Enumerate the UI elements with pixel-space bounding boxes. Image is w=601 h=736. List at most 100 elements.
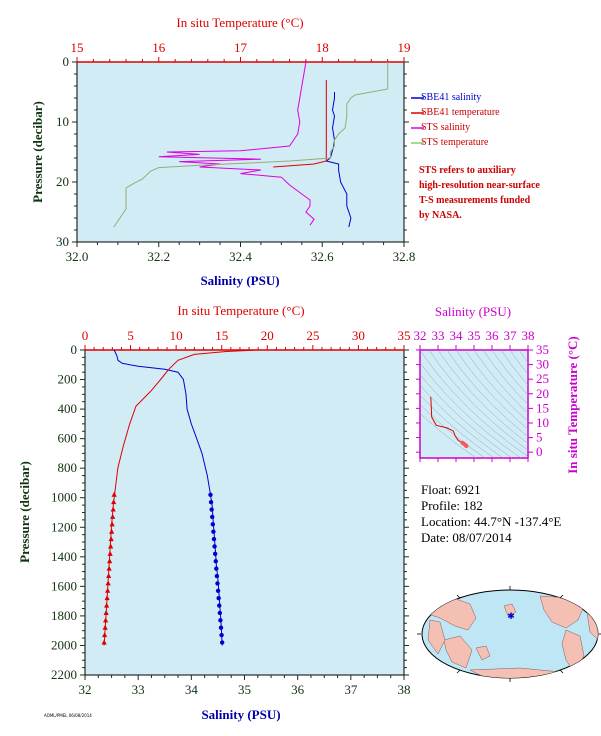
bottom-pressure-tick-label: 2200 (51, 667, 77, 682)
bottom-sal-tick-label: 36 (291, 682, 305, 697)
bottom-plot-area (84, 349, 405, 676)
ts-density-contour (473, 350, 528, 414)
ts-sal-tick-label: 35 (468, 328, 481, 343)
bottom-temperature-marker (110, 513, 116, 519)
ts-density-contour (420, 384, 504, 458)
top-sal-axis-title: Salinity (PSU) (200, 273, 279, 288)
bottom-salinity-marker (218, 625, 224, 630)
top-sal-tick-label: 32.4 (229, 249, 252, 264)
bottom-temperature-marker (102, 624, 108, 630)
ts-density-contour (455, 350, 528, 430)
top-temp-tick-label: 18 (316, 40, 329, 55)
ts-temp-tick-label: 15 (536, 400, 549, 415)
bottom-temp-axis-title: In situ Temperature (°C) (177, 303, 304, 318)
bottom-salinity-marker (215, 588, 221, 593)
top-temp-tick-label: 15 (71, 40, 84, 55)
bottom-temperature-marker (106, 565, 112, 571)
float-id: Float: 6921 (421, 482, 481, 497)
ts-density-contour (464, 350, 528, 422)
bottom-sal-tick-label: 33 (132, 682, 145, 697)
bottom-pressure-tick-label: 400 (58, 401, 78, 416)
top-sal-tick-label: 32.0 (66, 249, 89, 264)
bottom-sal-tick-label: 37 (344, 682, 358, 697)
bottom-salinity-marker (209, 507, 214, 512)
bottom-salinity-marker (210, 514, 215, 520)
ts-density-contour (446, 350, 528, 437)
ts-plot-area (419, 349, 529, 459)
sts-note-line: T-S measurements funded (419, 195, 531, 206)
bottom-salinity-marker (217, 610, 223, 616)
ts-density-contour (518, 350, 528, 364)
bottom-salinity-marker (214, 573, 220, 579)
bottom-pressure-tick-label: 1200 (51, 519, 77, 534)
ts-sal-tick-label: 38 (522, 328, 535, 343)
top-sal-tick-label: 32.2 (147, 249, 170, 264)
legend-label-sts-salinity: STS salinity (421, 122, 471, 133)
legend (411, 97, 424, 144)
sts-note: STS refers to auxiliary high-resolution … (419, 163, 589, 223)
footer-code: AOML/PMEL 06/08/2014 (44, 713, 92, 718)
bottom-temperature-marker (110, 506, 116, 512)
bottom-temp-tick-label: 0 (82, 328, 89, 343)
bottom-pressure-axis-title: Pressure (decibar) (17, 461, 32, 563)
bottom-temperature-marker (104, 602, 110, 608)
bottom-salinity-marker (211, 536, 217, 542)
ts-sal-tick-label: 36 (486, 328, 500, 343)
bottom-temperature-marker (111, 499, 117, 505)
top-temp-tick-label: 19 (398, 40, 411, 55)
bottom-pressure-tick-label: 1600 (51, 578, 77, 593)
sts-note-line: by NASA. (419, 210, 462, 221)
bottom-temperature-marker (103, 609, 109, 615)
bottom-temperature-marker (109, 528, 115, 534)
ts-density-contour (491, 350, 528, 396)
profile-number: Profile: 182 (421, 498, 483, 513)
bottom-temperature-marker (108, 536, 114, 542)
ts-profile-line (430, 396, 462, 443)
bottom-pressure-tick-label: 2000 (51, 637, 77, 652)
bottom-pressure-tick-label: 1800 (51, 608, 77, 623)
bottom-pressure-tick-label: 800 (58, 460, 78, 475)
bottom-temp-tick-label: 15 (215, 328, 228, 343)
bottom-salinity-marker (219, 632, 224, 638)
sts-note-line: STS refers to auxiliary (419, 165, 516, 176)
bottom-temperature-marker (105, 587, 111, 593)
bottom-sal-tick-label: 38 (398, 682, 411, 697)
bottom-salinity-marker (210, 522, 216, 527)
top-temp-tick-label: 17 (234, 40, 248, 55)
bottom-salinity-marker (219, 640, 225, 645)
bottom-salinity-marker (211, 529, 216, 534)
top-pressure-tick-label: 20 (56, 174, 69, 189)
bottom-temperature-marker (107, 550, 113, 556)
top-sal-tick-label: 32.8 (393, 249, 416, 264)
bottom-sal-tick-label: 34 (185, 682, 199, 697)
bottom-temperature-marker (109, 521, 115, 527)
top-line-sts-salinity (158, 61, 315, 226)
ts-temp-tick-label: 20 (536, 386, 549, 401)
ts-temp-tick-label: 5 (536, 430, 543, 445)
bottom-chart: 0 5 10 15 20 25 30 35 32 33 34 35 36 37 38 0 200 400 600 80… (17, 303, 411, 722)
bottom-salinity-marker (215, 581, 220, 586)
ts-sal-tick-label: 37 (504, 328, 518, 343)
ts-profile-line (460, 440, 469, 448)
bottom-salinity-marker (213, 559, 218, 564)
bottom-line-sbe41-salinity (113, 349, 223, 646)
legend-label-sts-temperature: STS temperature (421, 137, 489, 148)
bottom-salinity-marker (214, 566, 219, 571)
legend-label-sbe41-temperature: SBE41 temperature (421, 107, 500, 118)
ts-temp-axis-title: In situ Temperature (°C) (565, 336, 580, 474)
ts-density-contour (420, 404, 486, 458)
ts-density-contour (420, 350, 528, 457)
bottom-temp-tick-label: 30 (352, 328, 365, 343)
top-plot-area (76, 61, 405, 243)
ts-density-contour (509, 350, 528, 375)
bottom-temperature-marker (108, 543, 114, 549)
ts-temp-tick-label: 25 (536, 371, 549, 386)
bottom-temperature-marker (106, 573, 112, 579)
bottom-temperature-marker (111, 491, 117, 497)
bottom-sal-axis-title: Salinity (PSU) (201, 707, 280, 722)
bottom-salinity-marker (212, 551, 218, 557)
legend-label-sbe41-salinity: SBE41 salinity (421, 92, 482, 103)
bottom-salinity-marker (212, 544, 217, 549)
top-temp-axis-title: In situ Temperature (°C) (176, 15, 303, 30)
ts-sal-tick-label: 34 (450, 328, 464, 343)
